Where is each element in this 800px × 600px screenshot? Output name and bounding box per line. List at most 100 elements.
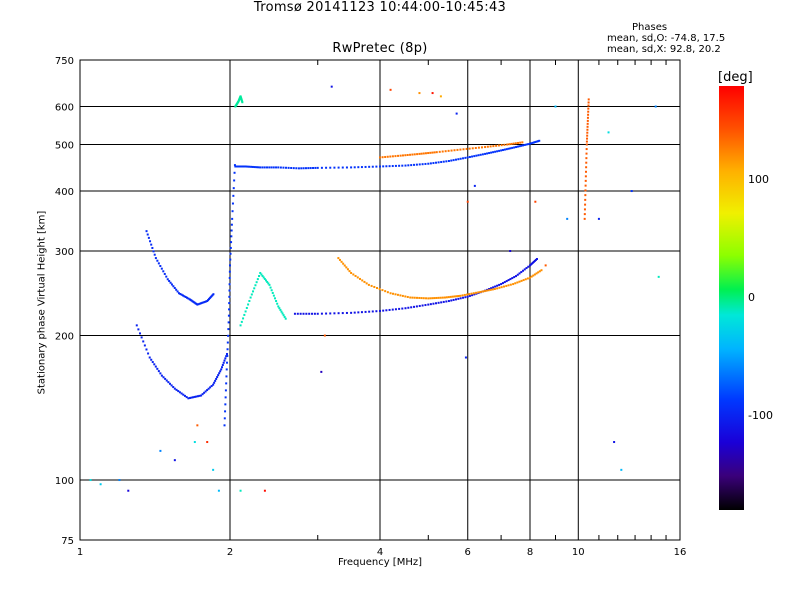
data-point [173,459,176,462]
data-point [143,344,146,347]
data-point [142,340,145,343]
data-point [455,112,458,115]
data-point [223,424,226,427]
data-point [311,312,314,315]
data-point [505,148,508,151]
data-point [223,359,226,362]
data-point [447,149,450,152]
data-point [427,152,430,155]
data-point [500,283,503,286]
data-point [151,361,154,364]
data-point [583,217,586,220]
data-point [515,146,518,149]
data-point [169,281,172,284]
data-point [325,312,328,315]
data-point [178,391,181,394]
data-point [376,287,379,290]
data-point [508,143,511,146]
data-point [413,305,416,308]
data-point [510,142,513,145]
data-point [259,271,262,274]
data-point [127,489,130,492]
data-point [535,140,538,143]
data-point [475,154,478,157]
data-point [404,154,407,157]
data-point [197,303,200,306]
data-point [228,295,231,298]
data-point [457,297,460,300]
data-point [394,293,397,296]
data-point [316,312,319,315]
data-point [386,155,389,158]
data-point [230,229,233,232]
data-point [270,166,273,169]
data-point [352,273,355,276]
data-point [385,165,388,168]
data-point [487,289,490,292]
data-point [536,140,539,143]
data-point [496,287,499,290]
data-point [148,356,151,359]
data-point [375,165,378,168]
data-point [304,167,307,170]
data-point [520,271,523,274]
data-point [187,297,190,300]
data-point [196,395,199,398]
data-point [280,310,283,313]
data-point [415,305,418,308]
data-point [154,365,157,368]
data-point [233,171,236,174]
data-point [509,250,512,253]
data-point [263,489,266,492]
data-point [613,441,616,444]
data-point [544,264,547,267]
data-point [203,300,206,303]
data-point [270,289,273,292]
data-point [586,131,589,134]
y-tick-label: 750 [55,56,74,67]
data-point [432,302,435,305]
data-point [477,146,480,149]
data-point [471,155,474,158]
data-point [147,352,150,355]
data-point [225,368,228,371]
data-point [240,165,243,168]
data-point [381,156,384,159]
data-point [450,159,453,162]
data-point [494,150,497,153]
data-point [363,280,366,283]
data-point [486,152,489,155]
colorbar-unit: [deg] [718,70,753,85]
data-point [150,243,153,246]
data-point [333,312,336,315]
data-point [506,143,509,146]
data-point [325,166,328,169]
data-point [442,160,445,163]
data-point [398,164,401,167]
data-point [360,166,363,169]
data-point [259,166,262,169]
data-point [422,152,425,155]
data-point [507,147,510,150]
data-point [381,289,384,292]
data-point [654,105,657,108]
y-tick-label: 100 [55,476,74,487]
data-point [421,304,424,307]
data-point [532,274,535,277]
data-point [424,152,427,155]
data-point [232,194,235,197]
data-point [585,161,588,164]
data-point [218,372,221,375]
y-tick-label: 400 [55,187,74,198]
data-point [170,384,173,387]
data-point [357,166,360,169]
data-point [401,154,404,157]
data-point [343,264,346,267]
data-point [587,104,590,107]
data-point [485,289,488,292]
data-point [489,145,492,148]
data-point [231,210,234,213]
data-point [500,149,503,152]
data-point [424,162,427,165]
colorbar-tick-label: -100 [748,408,773,422]
